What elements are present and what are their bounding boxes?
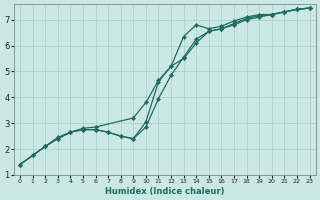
X-axis label: Humidex (Indice chaleur): Humidex (Indice chaleur) bbox=[105, 187, 225, 196]
